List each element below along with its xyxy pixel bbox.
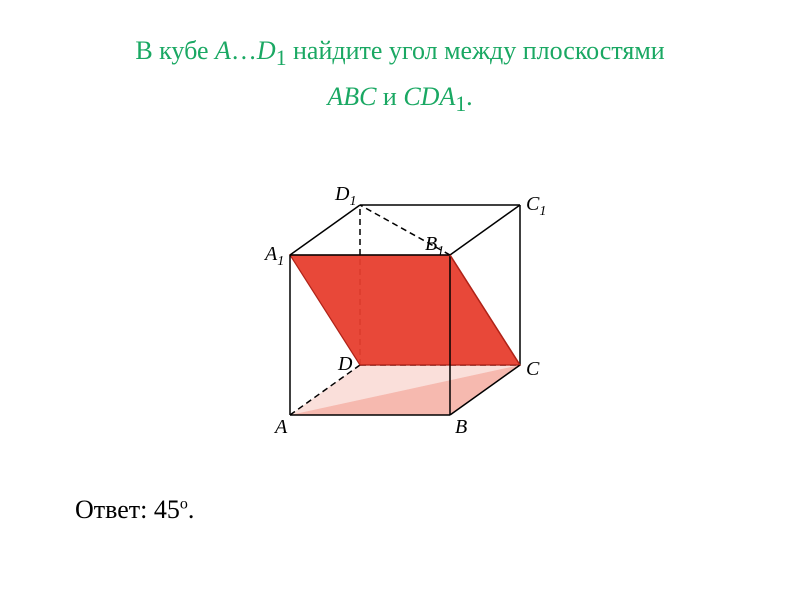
- cube-svg: ABDCA1B1D1C1: [230, 155, 570, 455]
- answer-text: Ответ: 45o.: [75, 495, 194, 525]
- t1p2: …: [231, 36, 257, 65]
- svg-text:D: D: [337, 353, 353, 375]
- svg-text:C1: C1: [526, 193, 546, 219]
- svg-text:B: B: [455, 416, 467, 438]
- problem-title: В кубе A…D1 найдите угол между плоскостя…: [0, 0, 800, 122]
- t2p2: CDA: [403, 82, 455, 111]
- t1p5: найдите угол между плоскостями: [287, 36, 665, 65]
- t2p1: и: [376, 82, 403, 111]
- svg-text:C: C: [526, 358, 540, 380]
- t2p0: ABC: [327, 82, 376, 111]
- answer-degree: o: [180, 495, 188, 512]
- answer-suffix: .: [188, 495, 195, 524]
- svg-text:A1: A1: [263, 243, 284, 269]
- title-line-1: В кубе A…D1 найдите угол между плоскостя…: [0, 30, 800, 76]
- answer-value: 45: [154, 495, 180, 524]
- t1p1: A: [215, 36, 231, 65]
- t2p4: .: [466, 82, 473, 111]
- cube-diagram: ABDCA1B1D1C1: [230, 155, 570, 455]
- svg-text:A: A: [273, 416, 288, 438]
- t1p3: D: [257, 36, 276, 65]
- title-line-2: ABC и CDA1.: [0, 76, 800, 122]
- t2p3: 1: [455, 92, 466, 116]
- t1p0: В кубе: [135, 36, 215, 65]
- svg-text:D1: D1: [334, 183, 356, 209]
- answer-prefix: Ответ:: [75, 495, 154, 524]
- t1p4: 1: [276, 46, 287, 70]
